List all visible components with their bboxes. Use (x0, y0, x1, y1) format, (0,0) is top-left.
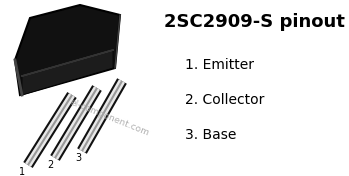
Text: 3. Base: 3. Base (185, 128, 236, 142)
Text: 1: 1 (19, 167, 25, 176)
Polygon shape (22, 50, 113, 95)
Text: 1. Emitter: 1. Emitter (185, 58, 254, 72)
Text: 2SC2909-S pinout: 2SC2909-S pinout (164, 13, 344, 31)
Text: 3: 3 (75, 153, 81, 163)
Polygon shape (15, 5, 120, 95)
Text: 2. Collector: 2. Collector (185, 93, 265, 107)
Text: el-component.com: el-component.com (69, 98, 151, 138)
Text: 2: 2 (47, 160, 53, 170)
